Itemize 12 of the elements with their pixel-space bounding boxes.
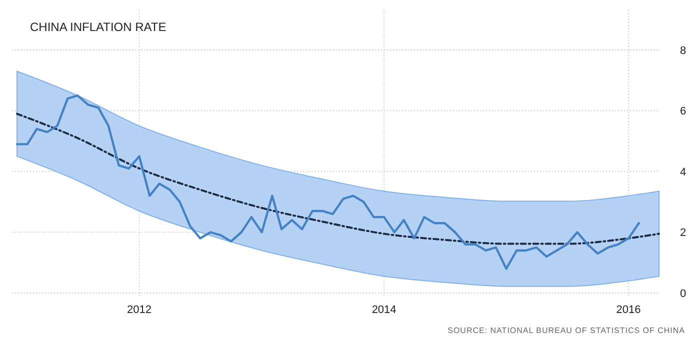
line-series <box>16 94 640 270</box>
x-tick-label: 2014 <box>372 304 396 316</box>
x-tick-label: 2016 <box>616 304 641 316</box>
y-tick-label: 6 <box>680 106 686 118</box>
line-series <box>16 112 660 245</box>
source-note: SOURCE: NATIONAL BUREAU OF STATISTICS OF CHINA <box>448 326 686 335</box>
chart-title: CHINA INFLATION RATE <box>30 20 166 34</box>
x-tick-label: 2012 <box>127 304 152 316</box>
y-tick-label: 8 <box>680 44 686 57</box>
y-tick-label: 0 <box>680 288 686 300</box>
y-tick-label: 2 <box>680 227 686 240</box>
y-tick-label: 4 <box>680 166 686 178</box>
